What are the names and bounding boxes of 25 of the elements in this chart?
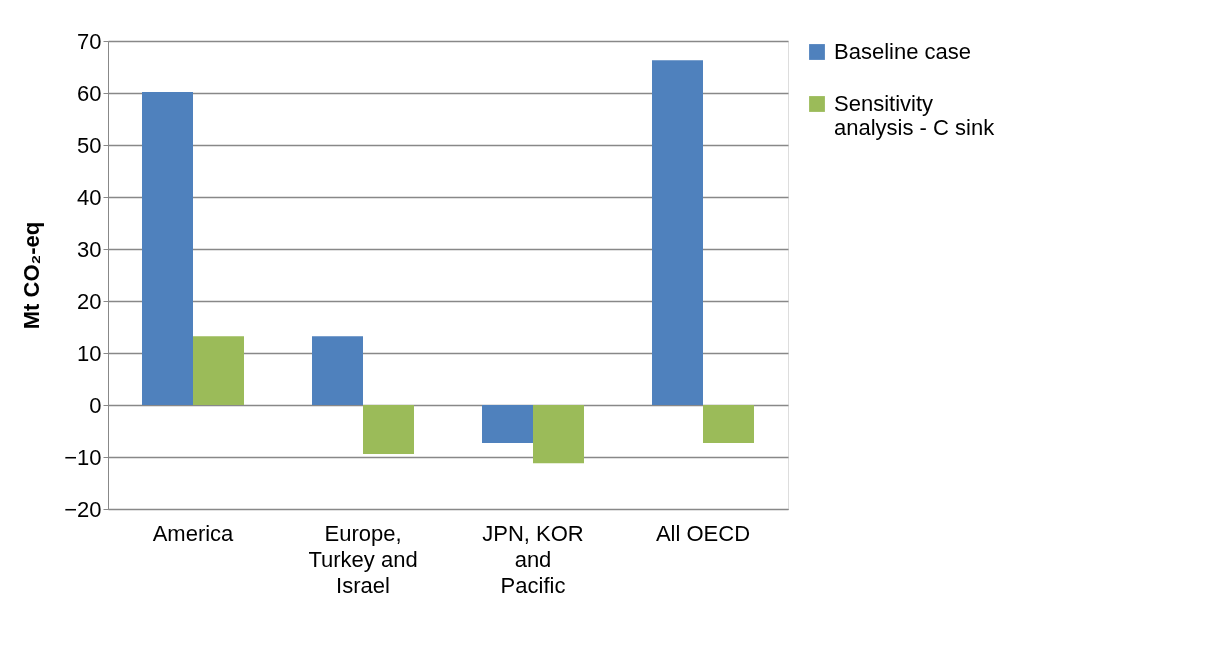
bar xyxy=(652,60,703,405)
y-axis-title: Mt CO₂-eq xyxy=(19,221,45,330)
bar xyxy=(142,91,193,405)
legend-label: Baseline case xyxy=(834,39,971,64)
x-tick-label: JPN, KOR and Pacific xyxy=(482,520,584,598)
y-tick-label: 40 xyxy=(77,184,102,210)
y-tick-label: 50 xyxy=(77,132,102,158)
y-tick-label: 30 xyxy=(77,236,102,262)
y-tick-label: 60 xyxy=(77,80,102,106)
bar xyxy=(533,405,584,464)
bar xyxy=(312,336,363,405)
bar xyxy=(193,336,244,405)
bar xyxy=(703,405,754,443)
bar xyxy=(482,405,533,443)
legend-label: Sensitivity analysis - C sink xyxy=(834,91,996,140)
x-tick-label: America xyxy=(152,520,235,546)
bar xyxy=(363,405,414,454)
y-tick-label: −10 xyxy=(64,444,102,470)
y-tick-label: 20 xyxy=(77,288,102,314)
y-tick-label: −20 xyxy=(64,496,102,522)
y-tick-label: 0 xyxy=(89,392,102,418)
x-tick-label: All OECD xyxy=(655,520,751,546)
x-tick-label: Europe, Turkey and Israel xyxy=(308,520,418,598)
y-tick-label: 10 xyxy=(77,340,102,366)
y-tick-label: 70 xyxy=(77,28,102,54)
